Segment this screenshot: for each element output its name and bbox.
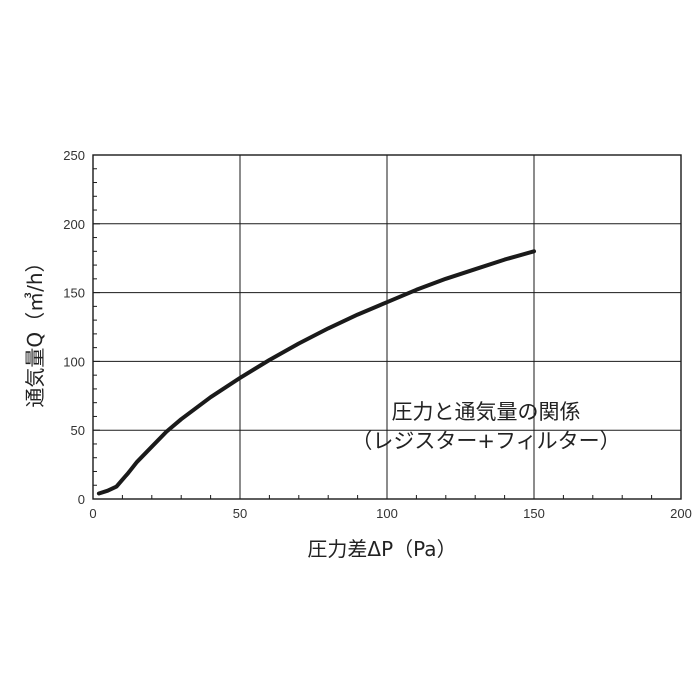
- y-tick-labels: 0 50 100 150 200 250: [63, 148, 85, 507]
- y-tick-label: 200: [63, 217, 85, 232]
- y-tick-label: 250: [63, 148, 85, 163]
- x-tick-label: 100: [376, 506, 398, 521]
- y-axis-label: 通気量Q（㎥/h）: [23, 252, 47, 407]
- y-tick-label: 100: [63, 354, 85, 369]
- plot-frame: [92, 154, 682, 500]
- y-tick-label: 150: [63, 286, 85, 301]
- x-axis-label: 圧力差ΔP（Pa）: [307, 537, 456, 561]
- gridlines: [93, 155, 681, 499]
- x-tick-label: 150: [523, 506, 545, 521]
- x-tick-labels: 0 50 100 150 200: [89, 506, 691, 521]
- series-line: [96, 249, 536, 496]
- x-tick-label: 50: [233, 506, 247, 521]
- y-tick-label: 50: [71, 423, 85, 438]
- x-tick-label: 200: [670, 506, 692, 521]
- x-tick-label: 0: [89, 506, 96, 521]
- y-tick-label: 0: [78, 492, 85, 507]
- annotation-subtitle: （レジスター+フィルター）: [351, 429, 620, 453]
- annotation-title: 圧力と通気量の関係: [392, 400, 581, 424]
